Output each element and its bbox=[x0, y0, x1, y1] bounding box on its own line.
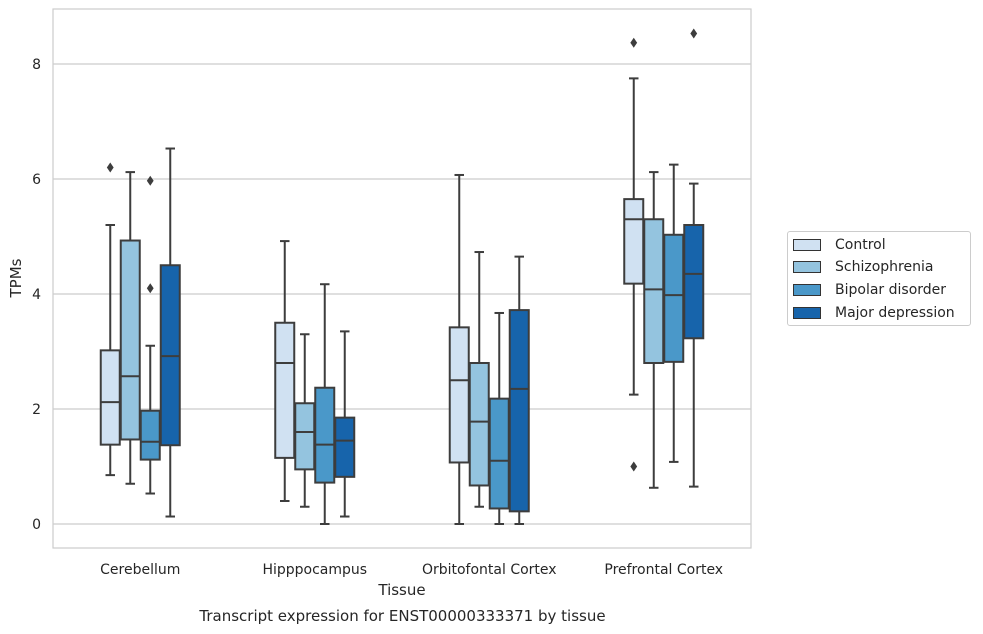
box-major-depression bbox=[159, 147, 181, 518]
legend-swatch-major-depression bbox=[793, 307, 821, 319]
box-iqr bbox=[334, 416, 356, 478]
outlier-point bbox=[690, 28, 698, 39]
legend-label-schizophrenia: Schizophrenia bbox=[835, 259, 934, 275]
outlier-point bbox=[146, 175, 154, 186]
legend-label-bipolar-disorder: Bipolar disorder bbox=[835, 282, 947, 298]
legend: Control Schizophrenia Bipolar disorder M… bbox=[787, 231, 971, 326]
box-iqr bbox=[488, 397, 510, 510]
box-major-depression bbox=[334, 330, 356, 518]
box-control bbox=[274, 240, 296, 502]
y-axis-label: TPMs bbox=[7, 258, 25, 298]
legend-label-major-depression: Major depression bbox=[835, 305, 955, 321]
outlier-point bbox=[630, 461, 638, 472]
box-iqr bbox=[274, 321, 296, 459]
box-schizophrenia bbox=[643, 171, 665, 489]
box-control bbox=[448, 173, 470, 525]
box-major-depression bbox=[508, 255, 530, 525]
legend-item-control: Control bbox=[793, 235, 886, 255]
figure-caption: Transcript expression for ENST0000033337… bbox=[199, 607, 606, 625]
legend-swatch-schizophrenia bbox=[793, 261, 821, 273]
x-tick-label: Cerebellum bbox=[100, 562, 180, 578]
plot-frame bbox=[52, 8, 752, 549]
outlier-point bbox=[146, 283, 154, 294]
box-iqr bbox=[623, 198, 645, 285]
outlier-point bbox=[630, 37, 638, 48]
legend-item-major-depression: Major depression bbox=[793, 303, 955, 323]
box-schizophrenia bbox=[294, 333, 316, 508]
box-schizophrenia bbox=[119, 171, 141, 485]
box-bipolar-disorder bbox=[488, 311, 510, 525]
box-iqr bbox=[294, 402, 316, 471]
box-schizophrenia bbox=[468, 251, 490, 508]
box-bipolar-disorder bbox=[314, 283, 336, 525]
box-iqr bbox=[663, 233, 685, 363]
x-tick-label: Prefrontal Cortex bbox=[604, 562, 723, 578]
y-tick-label: 8 bbox=[32, 57, 41, 73]
y-tick-label: 4 bbox=[32, 287, 41, 303]
box-iqr bbox=[468, 362, 490, 487]
box-iqr bbox=[683, 224, 705, 340]
legend-label-control: Control bbox=[835, 237, 886, 253]
y-tick-label: 2 bbox=[32, 402, 41, 418]
box-iqr bbox=[119, 239, 141, 441]
y-tick-label: 0 bbox=[32, 517, 41, 533]
box-iqr bbox=[99, 349, 121, 446]
box-major-depression bbox=[683, 28, 705, 488]
box-iqr bbox=[508, 309, 530, 513]
y-tick-labels: 0 2 4 6 8 bbox=[32, 57, 41, 533]
x-tick-label: Hipppocampus bbox=[262, 562, 367, 578]
y-tick-label: 6 bbox=[32, 172, 41, 188]
box-bipolar-disorder bbox=[139, 175, 161, 495]
outlier-point bbox=[106, 162, 114, 173]
box-iqr bbox=[139, 409, 161, 461]
legend-swatch-bipolar-disorder bbox=[793, 284, 821, 296]
box-control bbox=[623, 37, 645, 472]
legend-item-bipolar-disorder: Bipolar disorder bbox=[793, 280, 946, 300]
box-control bbox=[99, 162, 121, 477]
x-axis-label: Tissue bbox=[377, 581, 425, 599]
x-tick-label: Orbitofontal Cortex bbox=[422, 562, 557, 578]
box-bipolar-disorder bbox=[663, 163, 685, 463]
box-iqr bbox=[448, 326, 470, 464]
boxes bbox=[99, 28, 705, 525]
legend-item-schizophrenia: Schizophrenia bbox=[793, 257, 933, 277]
x-tick-labels: Cerebellum Hipppocampus Orbitofontal Corte… bbox=[100, 562, 723, 578]
box-iqr bbox=[643, 218, 665, 364]
legend-swatch-control bbox=[793, 239, 821, 251]
box-iqr bbox=[314, 386, 336, 484]
